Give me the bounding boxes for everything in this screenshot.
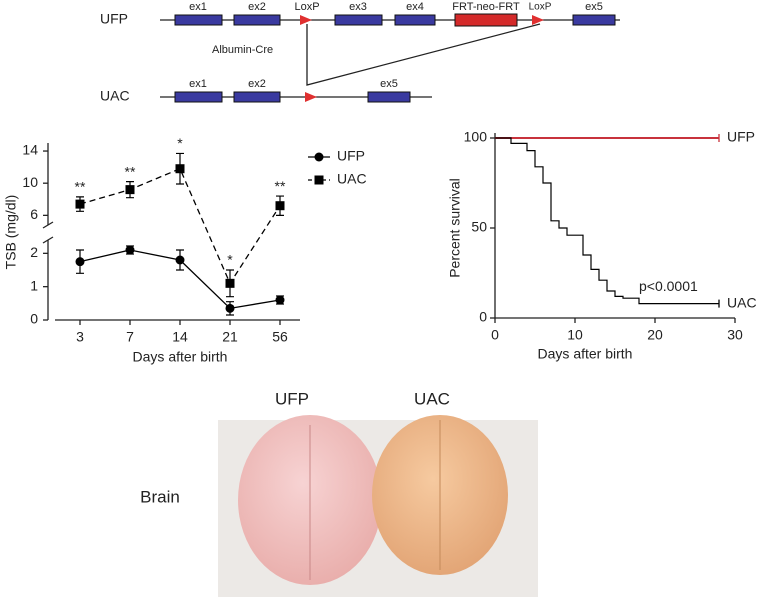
y-tick-label: 0 (479, 309, 487, 325)
exon-label: ex5 (585, 1, 603, 13)
axis-break (42, 221, 54, 229)
photo-row-label: Brain (140, 487, 180, 506)
x-tick-label: 56 (272, 329, 288, 345)
loxp-label: LoxP (529, 2, 552, 13)
x-tick-label: 7 (126, 329, 134, 345)
x-tick-label: 3 (76, 329, 84, 345)
exon-label: ex2 (248, 1, 266, 13)
brain-photo: UFP UAC Brain (140, 389, 538, 597)
significance: * (177, 135, 183, 151)
marker (275, 295, 285, 305)
x-tick-label: 10 (567, 327, 583, 343)
exon-label: ex1 (189, 1, 207, 13)
series-label: UFP (727, 129, 755, 145)
cre-label: Albumin-Cre (212, 44, 273, 56)
y-axis-label: Percent survival (447, 178, 463, 278)
legend-label: UAC (337, 171, 367, 187)
loxp-arrows (300, 15, 544, 102)
x-axis-label: Days after birth (133, 349, 228, 365)
exon-label: ex2 (248, 78, 266, 90)
marker (225, 278, 235, 288)
cassette-label: FRT-neo-FRT (452, 1, 520, 13)
exon (233, 14, 281, 26)
marker (175, 255, 185, 265)
construct-label: UFP (100, 11, 128, 27)
x-axis-label: Days after birth (538, 346, 633, 362)
x-tick-label: 30 (727, 327, 743, 343)
significance: ** (75, 179, 86, 195)
y-tick-label: 10 (22, 174, 38, 190)
photo-column-label: UAC (414, 389, 450, 408)
y-tick-label: 2 (30, 244, 38, 260)
y-tick-label: 0 (30, 311, 38, 327)
exons (174, 14, 616, 103)
significance: ** (125, 163, 136, 179)
exon (174, 91, 223, 103)
marker (125, 185, 135, 195)
p-value: p<0.0001 (639, 278, 698, 294)
series-line (79, 167, 281, 285)
photo-column-label: UFP (275, 389, 309, 408)
survival-curve (495, 137, 719, 305)
x-tick-label: 21 (222, 329, 238, 345)
marker (275, 201, 285, 211)
marker (175, 164, 185, 174)
y-tick-label: 14 (22, 142, 38, 158)
marker (125, 245, 135, 255)
legend-label: UFP (337, 148, 365, 164)
axis-break (42, 236, 54, 244)
legend-marker (314, 152, 324, 162)
marker (75, 199, 85, 209)
exon (334, 14, 383, 26)
gene-diagram: UFP UAC ex1 ex2 ex3 ex4 ex5 LoxP LoxP FR… (100, 1, 620, 104)
marker (225, 303, 235, 313)
series-label: UAC (727, 294, 757, 310)
legend-marker (314, 175, 324, 185)
y-tick-label: 1 (30, 277, 38, 293)
exon (233, 91, 281, 103)
exon (174, 14, 223, 26)
construct-label: UAC (100, 88, 130, 104)
y-tick-label: 50 (471, 219, 487, 235)
exon-label: ex1 (189, 78, 207, 90)
y-tick-label: 6 (30, 206, 38, 222)
neo-cassette (454, 13, 518, 27)
marker (75, 257, 85, 267)
recombination-lines (306, 23, 541, 86)
exon-label: ex5 (380, 78, 398, 90)
x-tick-label: 20 (647, 327, 663, 343)
exon (367, 91, 411, 103)
significance: ** (275, 178, 286, 194)
exon (394, 14, 436, 26)
loxp-label: LoxP (294, 1, 319, 13)
x-tick-label: 14 (172, 329, 188, 345)
y-axis-label: TSB (mg/dl) (3, 195, 19, 270)
exon (572, 14, 616, 26)
significance: * (227, 252, 233, 268)
exon-label: ex4 (406, 1, 424, 13)
exon-label: ex3 (349, 1, 367, 13)
x-tick-label: 0 (491, 327, 499, 343)
y-tick-label: 100 (464, 129, 488, 145)
